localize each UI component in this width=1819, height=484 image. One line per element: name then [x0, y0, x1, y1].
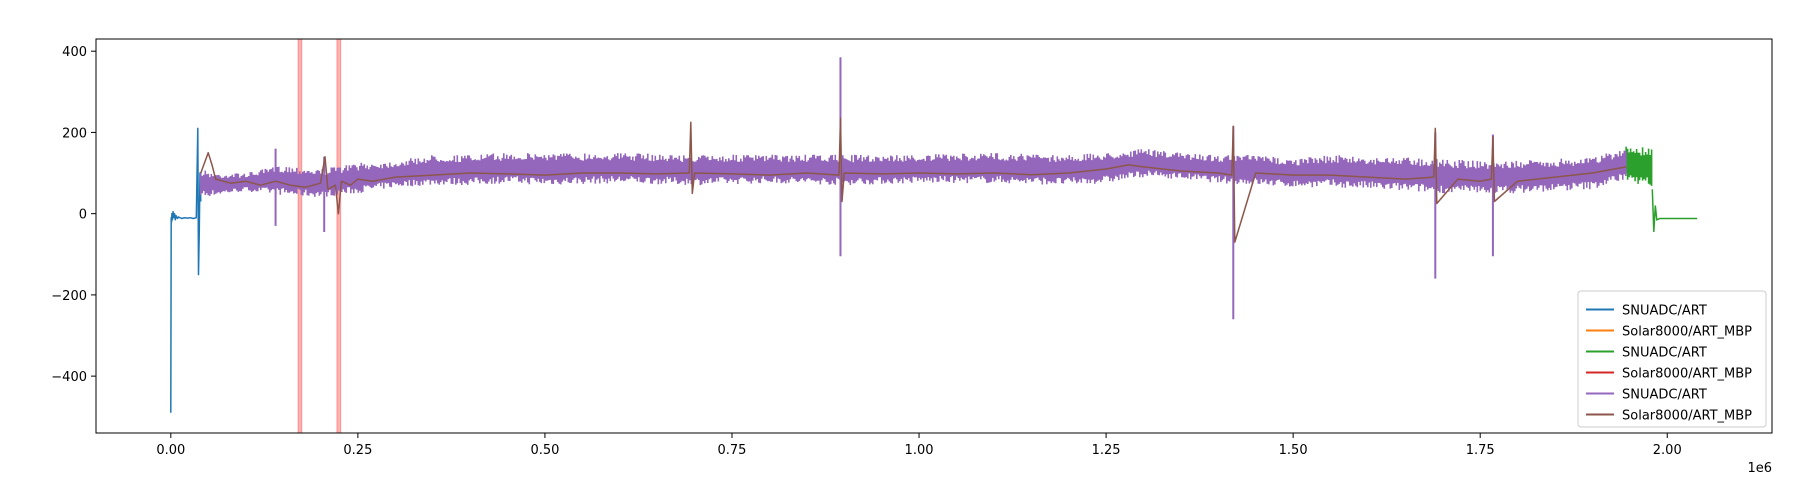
legend[interactable]: SNUADC/ART Solar8000/ART_MBP SNUADC/ART Sol… — [1577, 290, 1767, 428]
highlight-span-1 — [336, 38, 342, 434]
x-tick-label-2: 0.50 — [530, 443, 559, 458]
legend-label-1[interactable]: Solar8000/ART_MBP — [1622, 325, 1752, 340]
series-0 — [170, 127, 202, 413]
legend-label-5[interactable]: Solar8000/ART_MBP — [1622, 409, 1752, 424]
legend-label-3[interactable]: Solar8000/ART_MBP — [1622, 367, 1752, 382]
series-tail-2 — [1651, 189, 1698, 232]
plot-frame — [95, 38, 1773, 434]
series-line-0 — [170, 127, 202, 413]
legend-label-2[interactable]: SNUADC/ART — [1622, 346, 1707, 361]
legend-box — [1577, 290, 1767, 428]
x-tick-label-5: 1.25 — [1092, 443, 1121, 458]
y-tick-label-4: 400 — [62, 45, 87, 60]
y-tick-label-3: 200 — [62, 126, 87, 141]
series-layer — [170, 57, 1698, 413]
legend-label-4[interactable]: SNUADC/ART — [1622, 388, 1707, 403]
x-tick-label-1: 0.25 — [343, 443, 372, 458]
highlight-span-0 — [297, 38, 303, 434]
series-5 — [200, 117, 1627, 243]
legend-label-0[interactable]: SNUADC/ART — [1622, 304, 1707, 319]
y-axis: −400 −200 0 200 400 — [51, 45, 96, 385]
y-tick-label-0: −400 — [51, 370, 87, 385]
y-tick-label-1: −200 — [51, 289, 87, 304]
plot-area — [96, 39, 1772, 433]
series-band-4 — [200, 149, 1627, 197]
x-tick-label-6: 1.50 — [1279, 443, 1308, 458]
series-line-5 — [200, 117, 1627, 243]
x-tick-label-4: 1.00 — [905, 443, 934, 458]
x-tick-label-0: 0.00 — [156, 443, 185, 458]
x-offset-label: 1e6 — [1747, 461, 1772, 476]
y-tick-label-2: 0 — [79, 208, 87, 223]
x-tick-label-3: 0.75 — [718, 443, 747, 458]
x-axis: 0.00 0.25 0.50 0.75 1.00 1.25 1.50 1.75 2.00 — [156, 433, 1682, 458]
x-tick-label-7: 1.75 — [1466, 443, 1495, 458]
x-tick-label-8: 2.00 — [1653, 443, 1682, 458]
